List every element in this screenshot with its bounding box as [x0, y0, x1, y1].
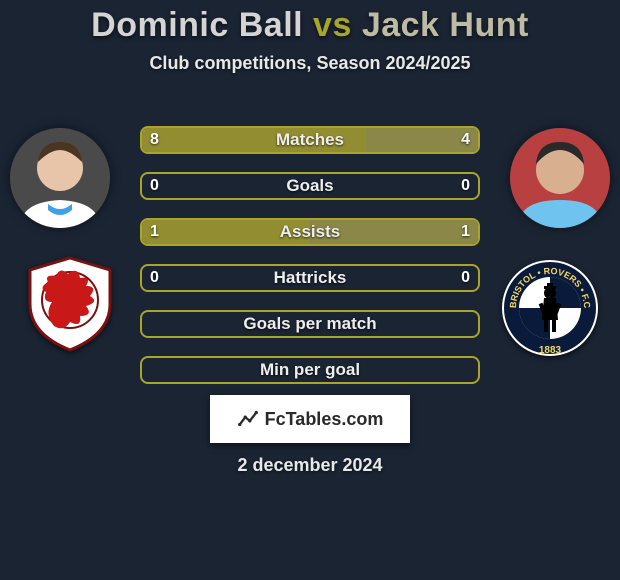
subtitle: Club competitions, Season 2024/2025: [0, 53, 620, 74]
chart-icon: [237, 408, 259, 430]
vs-text: vs: [313, 6, 352, 44]
snapshot-date: 2 december 2024: [0, 455, 620, 476]
stat-label: Hattricks: [142, 266, 478, 290]
stat-bar: Min per goal: [140, 356, 480, 384]
player2-club-crest: 1883 BRISTOL • ROVERS • F.C: [500, 258, 600, 358]
player2-photo: [510, 128, 610, 228]
source-text: FcTables.com: [265, 409, 384, 430]
stat-bar: 0 0 Goals: [140, 172, 480, 200]
stat-bar: 1 1 Assists: [140, 218, 480, 246]
player1-photo: [10, 128, 110, 228]
stat-bar: 8 4 Matches: [140, 126, 480, 154]
stat-label: Goals per match: [142, 312, 478, 336]
page-title: Dominic Ball vs Jack Hunt: [0, 0, 620, 45]
svg-text:1883: 1883: [539, 345, 562, 356]
stat-label: Matches: [142, 128, 478, 152]
player2-name: Jack Hunt: [362, 6, 529, 44]
player1-name: Dominic Ball: [91, 6, 303, 44]
source-badge: FcTables.com: [210, 395, 410, 443]
stat-label: Assists: [142, 220, 478, 244]
stat-bar: Goals per match: [140, 310, 480, 338]
player1-club-crest: [20, 252, 120, 352]
stats-panel: 8 4 Matches 0 0 Goals 1 1 Assists 0 0 Ha…: [140, 126, 480, 402]
stat-label: Goals: [142, 174, 478, 198]
stat-label: Min per goal: [142, 358, 478, 382]
stat-bar: 0 0 Hattricks: [140, 264, 480, 292]
